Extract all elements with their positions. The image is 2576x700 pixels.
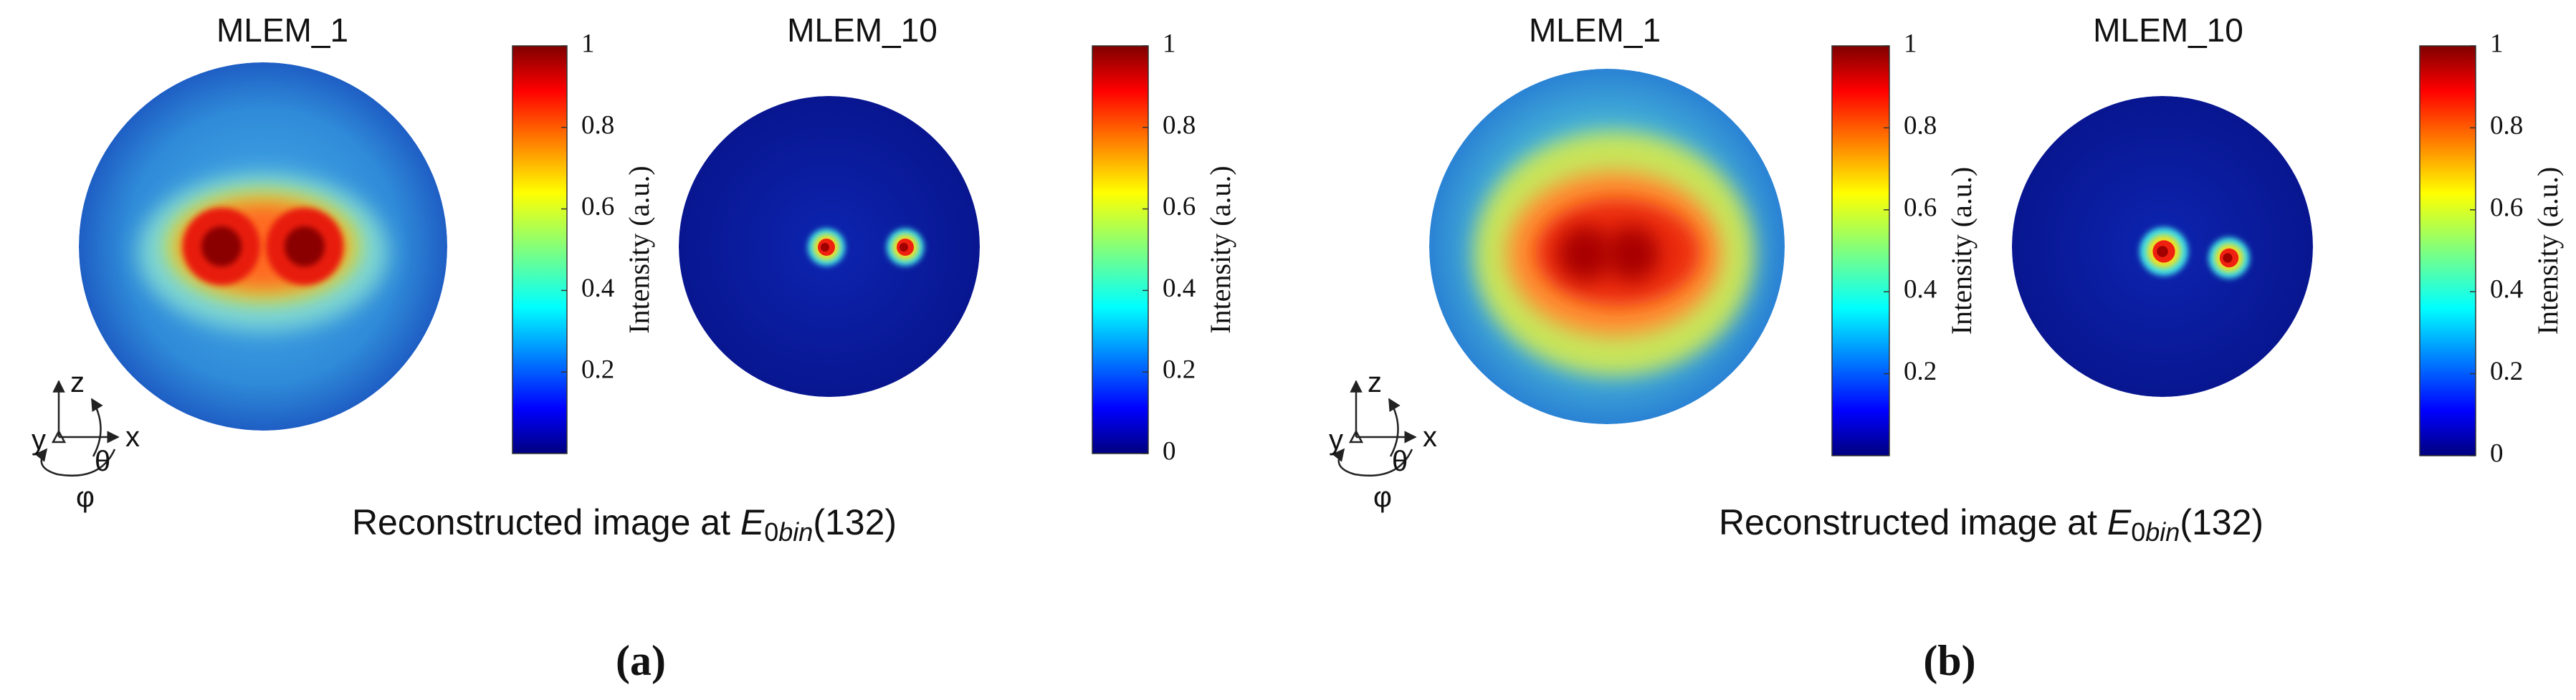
hot-spot xyxy=(1558,226,1613,281)
axis-letter: y xyxy=(1329,424,1343,456)
axis-y-marker xyxy=(1348,429,1364,444)
axis-letter: z xyxy=(70,367,85,398)
sphere-image xyxy=(1429,69,1785,424)
hot-spot xyxy=(821,243,829,251)
theta-arc xyxy=(90,398,103,457)
caption-subscript: bin xyxy=(778,517,813,547)
hot-spot xyxy=(1605,226,1659,281)
caption-symbol: E xyxy=(740,502,765,542)
colorbar-label: Intensity (a.u.) xyxy=(623,166,655,333)
colorbar-tick-label: 0.6 xyxy=(581,192,614,221)
colorbar-label: Intensity (a.u.) xyxy=(1945,167,1978,335)
colorbar-tick-label: 0.8 xyxy=(1904,111,1937,140)
caption-symbol: E xyxy=(2107,502,2132,542)
colorbar-tick-label: 0.4 xyxy=(581,274,614,303)
axis-letter: θ xyxy=(1392,446,1408,477)
hot-spot xyxy=(900,243,908,251)
caption: Reconstructed image at E0bin(132) xyxy=(352,502,897,546)
axis-y-marker xyxy=(51,429,67,444)
panel-label: (b) xyxy=(1923,637,1975,684)
colorbar-tick-label: 0.4 xyxy=(1163,274,1196,303)
colorbar-tick-label: 0.2 xyxy=(2490,357,2523,386)
axes-icon: z x y θφ xyxy=(1329,367,1437,513)
axis-letter: φ xyxy=(1373,481,1392,513)
image-title: MLEM_1 xyxy=(1529,11,1661,49)
caption-text: Reconstructed image at xyxy=(1719,502,2107,542)
axis-letter: y xyxy=(32,424,46,456)
colorbar-tick-label: 0.8 xyxy=(2490,111,2523,140)
caption-subscript: 0 xyxy=(2131,517,2145,547)
colorbar xyxy=(512,45,568,454)
image-title: MLEM_1 xyxy=(216,11,348,49)
caption: Reconstructed image at E0bin(132) xyxy=(1719,502,2263,546)
colorbar-tick-label: 0 xyxy=(1163,436,1176,466)
panel-label: (a) xyxy=(616,637,666,684)
phi-arc xyxy=(1332,448,1413,477)
colorbar-tick-label: 1 xyxy=(1163,29,1176,58)
sphere-image xyxy=(79,62,447,431)
axis-letter: x xyxy=(1423,421,1437,453)
axis-letter: φ xyxy=(76,481,95,513)
caption-text: Reconstructed image at xyxy=(352,502,740,542)
colorbar-label: Intensity (a.u.) xyxy=(2532,167,2564,335)
colorbar-tick-label: 1 xyxy=(2490,29,2504,58)
hot-spot xyxy=(201,226,242,267)
phi-arc xyxy=(34,448,116,477)
image-title: MLEM_10 xyxy=(787,11,938,49)
colorbar-tick-label: 0.4 xyxy=(1904,275,1937,305)
colorbar-tick-label: 0.6 xyxy=(1904,193,1937,222)
colorbar xyxy=(1831,45,1890,456)
colorbar-tick-label: 0.2 xyxy=(581,355,614,385)
colorbar-tick-label: 1 xyxy=(1904,29,1917,58)
caption-text: (132) xyxy=(2180,502,2263,542)
hot-spot xyxy=(285,226,325,267)
colorbar-tick-label: 0.2 xyxy=(1904,357,1937,386)
colorbar xyxy=(2419,45,2476,456)
colorbar-tick-label: 0.8 xyxy=(1163,110,1196,140)
colorbar xyxy=(1092,45,1149,454)
axes-icon: z x y θφ xyxy=(32,367,140,513)
caption-subscript: bin xyxy=(2145,517,2180,547)
image-title: MLEM_10 xyxy=(2093,11,2243,49)
caption-text: (132) xyxy=(813,502,897,542)
colorbar-tick-label: 1 xyxy=(581,29,595,58)
axis-letter: θ xyxy=(95,446,110,477)
colorbar-tick-label: 0.4 xyxy=(2490,275,2523,305)
axis-letter: x xyxy=(125,421,140,453)
theta-arc xyxy=(1388,398,1401,457)
sphere-image xyxy=(2012,96,2313,397)
hot-spot xyxy=(2223,253,2233,263)
sphere-image xyxy=(679,96,980,397)
colorbar-tick-label: 0 xyxy=(2490,438,2504,468)
colorbar-tick-label: 0.6 xyxy=(2490,193,2523,222)
hot-spot xyxy=(2157,246,2168,257)
colorbar-tick-label: 0.2 xyxy=(1163,355,1196,385)
colorbar-label: Intensity (a.u.) xyxy=(1204,166,1236,333)
caption-subscript: 0 xyxy=(764,517,778,547)
colorbar-tick-label: 0.8 xyxy=(581,110,614,140)
colorbar-tick-label: 0.6 xyxy=(1163,192,1196,221)
axis-letter: z xyxy=(1368,367,1382,398)
